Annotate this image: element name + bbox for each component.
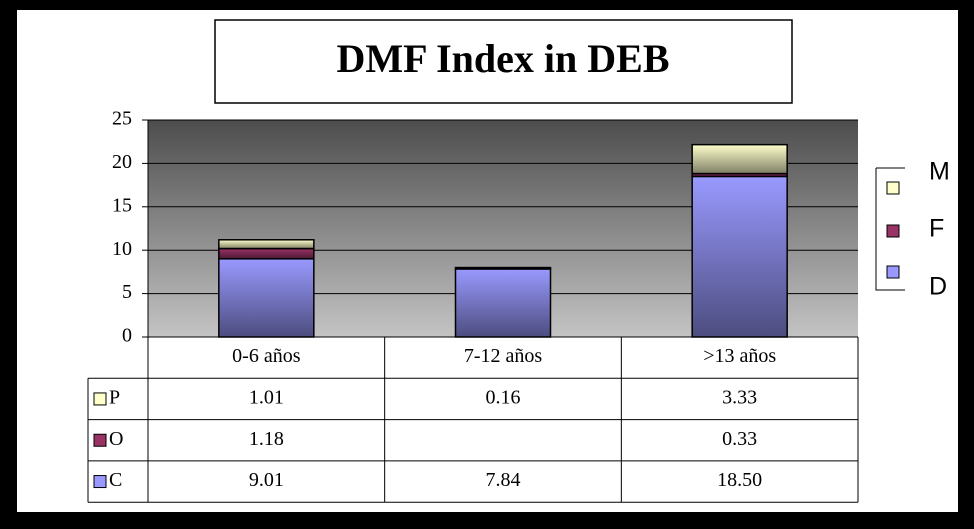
- table-value: 9.01: [249, 469, 284, 491]
- table-legend-key: [93, 392, 107, 406]
- legend-label: F: [929, 215, 944, 243]
- legend-key: [886, 265, 900, 279]
- x-tick-label: >13 años: [703, 345, 776, 367]
- bar-segment: [454, 268, 552, 338]
- y-tick-label: 0: [122, 325, 132, 347]
- legend-key: [886, 224, 900, 238]
- table-value: 3.33: [722, 387, 757, 409]
- y-tick-label: 10: [112, 238, 132, 260]
- x-tick-label: 0-6 años: [232, 345, 301, 367]
- table-value: 0.16: [486, 387, 521, 409]
- table-legend-key: [93, 475, 107, 489]
- table-row-label: P: [109, 387, 120, 409]
- legend-key: [886, 181, 900, 195]
- legend-label: M: [929, 158, 950, 186]
- x-tick-label: 7-12 años: [464, 345, 543, 367]
- y-tick-label: 25: [112, 108, 132, 130]
- bar-segment: [691, 143, 788, 175]
- table-row-label: O: [109, 428, 123, 450]
- table-value: 1.18: [249, 428, 284, 450]
- chart-title: DMF Index in DEB: [336, 36, 669, 81]
- bar-segment: [218, 258, 315, 338]
- y-tick-label: 20: [112, 151, 132, 173]
- legend-frame: [875, 167, 905, 291]
- table-row-label: C: [109, 469, 122, 491]
- table-legend-key: [93, 433, 107, 447]
- y-tick-label: 15: [112, 194, 132, 216]
- table-value: 18.50: [717, 469, 762, 491]
- table-value: 0.33: [722, 428, 757, 450]
- y-tick-label: 5: [122, 281, 132, 303]
- table-value: 1.01: [249, 387, 284, 409]
- title-box: [214, 19, 793, 104]
- bar-segment: [218, 239, 315, 250]
- bar-segment: [691, 175, 788, 338]
- bar-segment: [454, 266, 552, 270]
- legend-label: D: [929, 273, 947, 301]
- bar-segment: [218, 247, 315, 260]
- table-value: 7.84: [486, 469, 521, 491]
